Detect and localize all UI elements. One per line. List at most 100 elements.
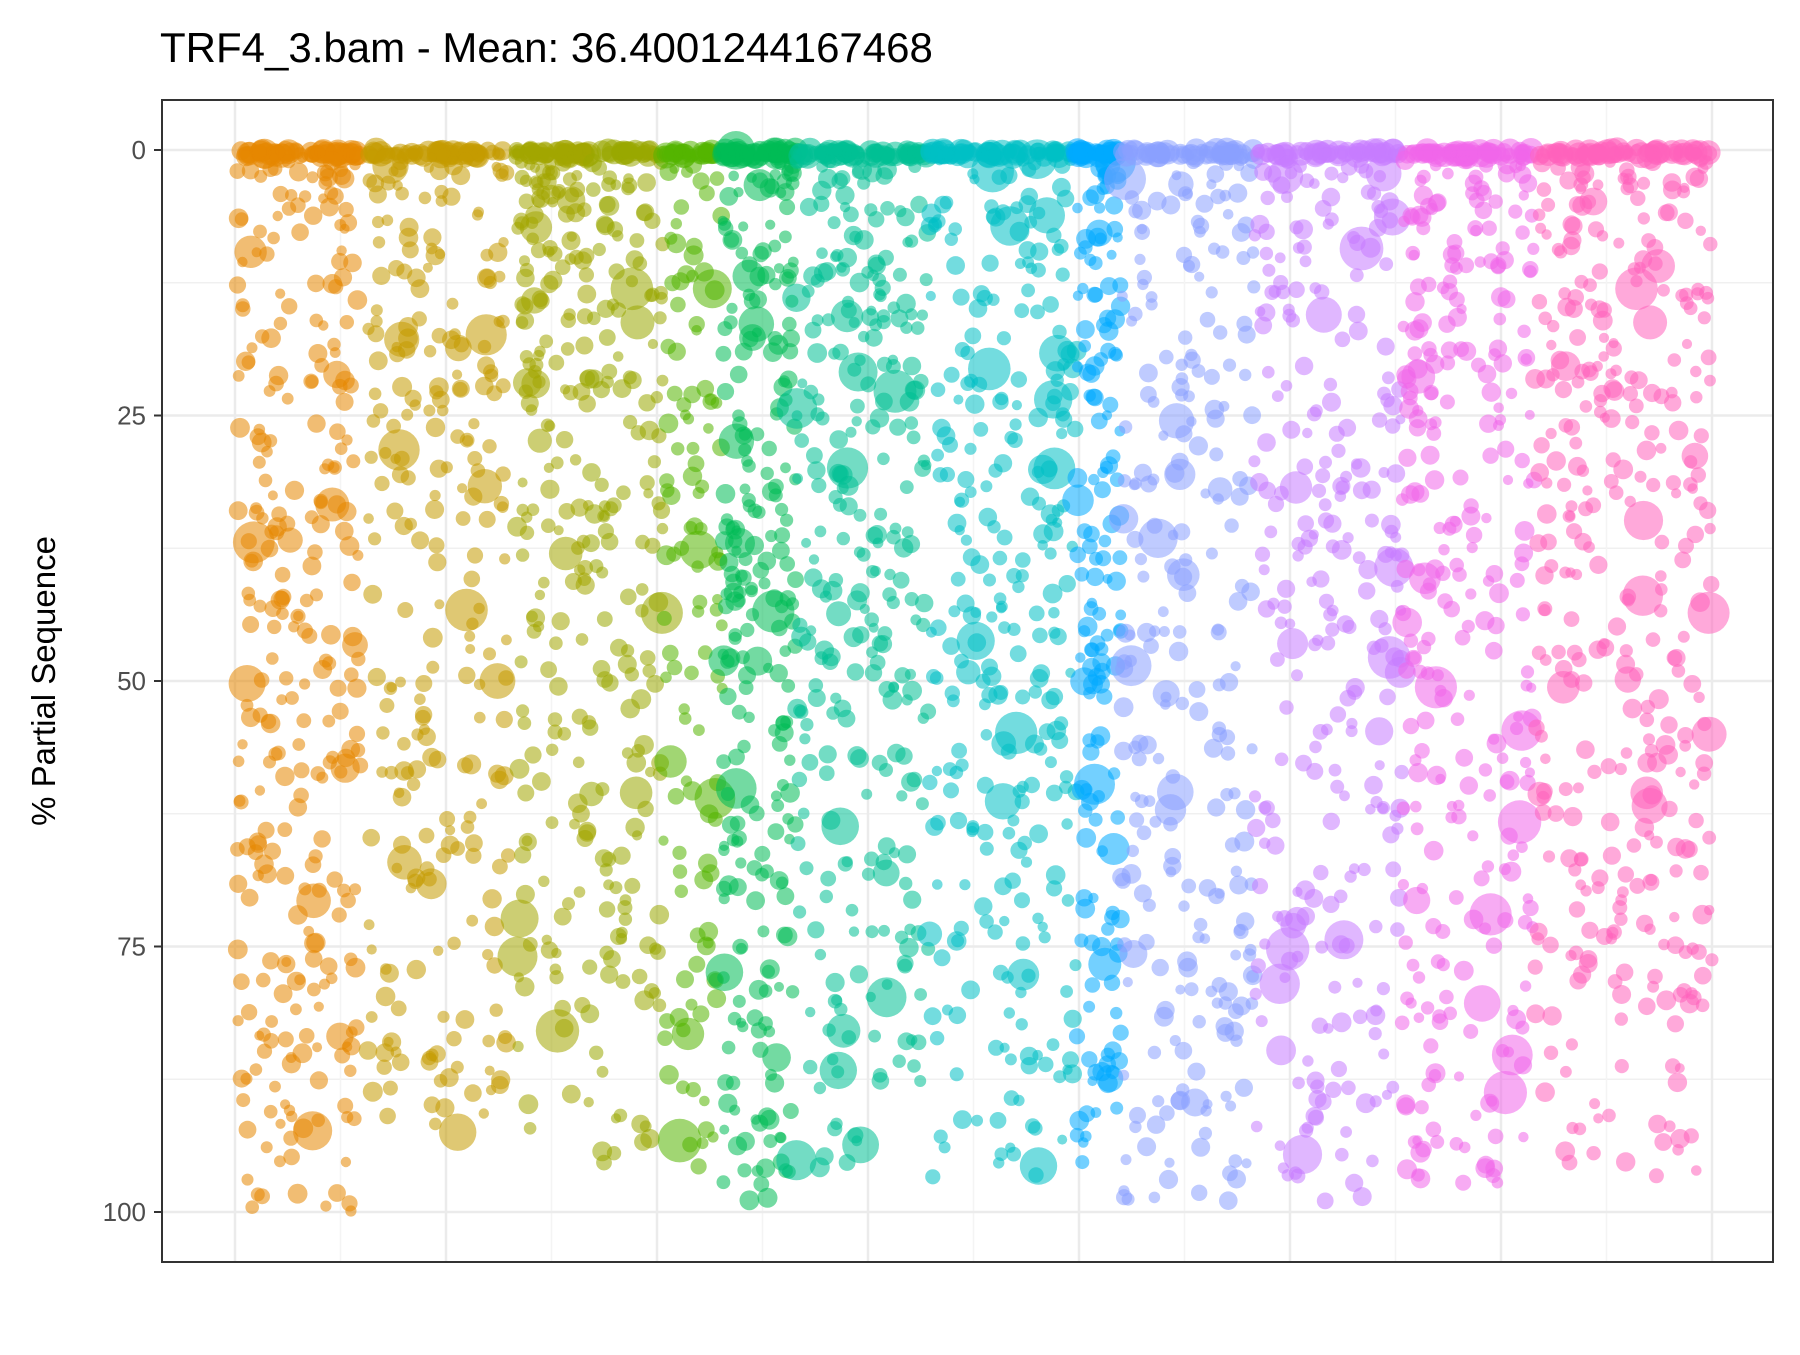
data-point bbox=[540, 275, 559, 294]
data-point bbox=[600, 965, 619, 984]
data-point bbox=[1481, 382, 1502, 402]
data-point bbox=[1138, 518, 1178, 558]
data-point bbox=[1254, 316, 1273, 335]
data-point bbox=[1463, 498, 1479, 514]
data-point bbox=[1288, 1166, 1303, 1180]
data-point bbox=[728, 628, 742, 642]
data-point bbox=[431, 327, 448, 344]
data-point bbox=[1277, 628, 1309, 660]
data-point bbox=[705, 953, 744, 992]
data-point bbox=[484, 144, 501, 161]
data-point bbox=[1080, 1130, 1092, 1143]
data-point bbox=[877, 309, 891, 323]
data-point bbox=[771, 736, 788, 752]
data-point bbox=[426, 660, 440, 674]
data-point bbox=[876, 356, 893, 372]
data-point bbox=[587, 311, 601, 326]
data-point bbox=[1674, 1063, 1685, 1074]
data-point bbox=[1697, 716, 1712, 732]
data-point bbox=[1382, 826, 1400, 844]
data-point bbox=[967, 142, 982, 158]
data-point bbox=[1260, 190, 1275, 206]
data-point bbox=[1284, 618, 1296, 630]
data-point bbox=[401, 241, 419, 259]
data-point bbox=[1569, 329, 1586, 346]
data-point bbox=[1644, 830, 1655, 841]
data-point bbox=[1683, 1128, 1699, 1144]
data-point bbox=[1178, 900, 1190, 912]
data-point bbox=[632, 830, 643, 841]
data-point bbox=[1311, 483, 1327, 498]
data-point bbox=[1061, 894, 1075, 907]
data-point bbox=[1158, 626, 1170, 637]
data-point bbox=[435, 1098, 455, 1118]
data-point bbox=[401, 408, 414, 421]
data-point bbox=[810, 407, 825, 422]
data-point bbox=[1078, 803, 1093, 818]
data-point bbox=[1247, 280, 1261, 294]
data-point bbox=[699, 1095, 710, 1107]
data-point bbox=[1247, 818, 1266, 838]
data-point bbox=[1203, 738, 1223, 758]
data-point bbox=[439, 811, 456, 827]
data-point bbox=[1159, 349, 1174, 365]
data-point bbox=[635, 534, 650, 550]
data-point bbox=[1194, 271, 1205, 282]
data-point bbox=[1546, 339, 1557, 351]
data-point bbox=[418, 191, 432, 205]
data-point bbox=[872, 1068, 888, 1083]
data-point bbox=[873, 288, 886, 301]
data-point bbox=[1185, 348, 1198, 362]
data-point bbox=[1154, 794, 1187, 826]
data-point bbox=[500, 899, 539, 938]
data-point bbox=[583, 153, 602, 173]
data-point bbox=[1274, 485, 1289, 501]
data-point bbox=[1070, 667, 1099, 696]
data-point bbox=[257, 864, 277, 884]
data-point bbox=[478, 1108, 489, 1119]
data-point bbox=[391, 1053, 410, 1072]
data-point bbox=[1619, 145, 1634, 160]
data-point bbox=[1693, 864, 1709, 881]
data-point bbox=[517, 477, 528, 488]
data-point bbox=[1576, 464, 1590, 477]
data-point bbox=[1413, 1012, 1425, 1024]
data-point bbox=[1335, 480, 1350, 495]
data-point bbox=[685, 1082, 701, 1098]
data-point bbox=[1448, 890, 1464, 905]
data-point bbox=[723, 232, 740, 248]
data-point bbox=[1228, 183, 1248, 203]
data-point bbox=[960, 345, 975, 361]
data-point bbox=[889, 418, 907, 436]
data-point bbox=[656, 545, 677, 566]
data-point bbox=[1262, 263, 1276, 277]
data-point bbox=[848, 317, 860, 328]
data-point bbox=[304, 933, 325, 954]
data-point bbox=[1540, 753, 1551, 765]
data-point bbox=[787, 256, 799, 268]
data-point bbox=[1032, 627, 1048, 644]
data-point bbox=[1498, 863, 1511, 876]
data-point bbox=[1551, 242, 1565, 257]
data-point bbox=[319, 978, 330, 990]
data-point bbox=[752, 590, 795, 633]
data-point bbox=[395, 676, 406, 688]
data-point bbox=[1222, 358, 1237, 372]
data-point bbox=[267, 161, 283, 176]
data-point bbox=[676, 397, 692, 413]
data-point bbox=[1116, 290, 1128, 302]
data-point bbox=[735, 569, 752, 586]
data-point bbox=[263, 1104, 278, 1119]
data-point bbox=[601, 145, 619, 163]
data-point bbox=[362, 173, 377, 188]
data-point bbox=[1149, 625, 1161, 637]
data-point bbox=[376, 726, 390, 740]
data-point bbox=[264, 600, 282, 617]
data-point bbox=[1473, 870, 1490, 887]
data-point bbox=[960, 534, 973, 546]
y-tick-label: 50 bbox=[117, 666, 146, 696]
data-point bbox=[881, 148, 900, 167]
data-point bbox=[1526, 682, 1537, 693]
data-point bbox=[1174, 567, 1193, 587]
data-point bbox=[580, 1004, 600, 1024]
